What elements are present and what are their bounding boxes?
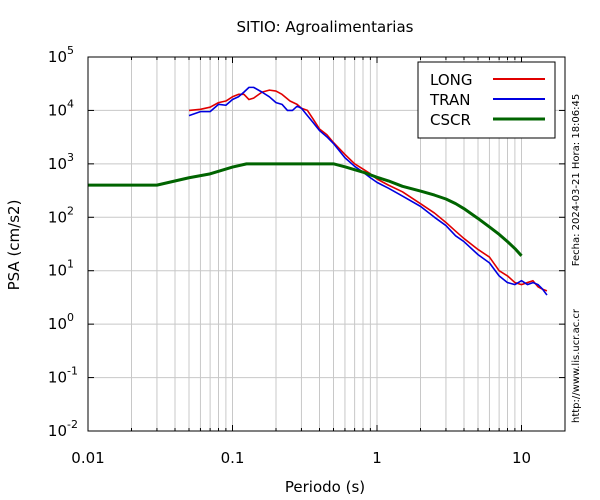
- y-tick-exponent: 1: [67, 258, 74, 271]
- series-line-cscr: [88, 162, 523, 257]
- y-axis-title: PSA (cm/s2): [5, 200, 23, 291]
- y-tick-exponent: -2: [67, 418, 78, 431]
- x-tick-label: 0.1: [221, 449, 245, 467]
- timestamp-label: Fecha: 2024-03-21 Hora: 18:06:45: [571, 94, 582, 267]
- y-tick-label: 10: [48, 155, 67, 173]
- y-tick-label: 10: [48, 262, 67, 280]
- series-line-long: [188, 89, 548, 292]
- y-tick-exponent: 3: [67, 151, 74, 164]
- y-tick-label: 10: [48, 208, 67, 226]
- url-label: http://www.lis.ucr.ac.cr: [571, 308, 582, 423]
- y-tick-label: 10: [48, 101, 67, 119]
- grid: [87, 56, 566, 432]
- y-tick-exponent: 2: [67, 204, 74, 217]
- y-tick-exponent: 0: [67, 311, 74, 324]
- ticks: [87, 56, 566, 432]
- legend-label-tran: TRAN: [429, 91, 470, 109]
- x-tick-label: 0.01: [71, 449, 104, 467]
- series-line-tran: [188, 86, 548, 296]
- legend-label-long: LONG: [430, 71, 472, 89]
- y-tick-label: 10: [48, 315, 67, 333]
- y-tick-label: 10: [48, 369, 67, 387]
- y-tick-exponent: 5: [67, 44, 74, 57]
- plot-frame: [87, 56, 566, 432]
- series-lines: [88, 86, 548, 296]
- chart-title: SITIO: Agroalimentarias: [237, 18, 414, 36]
- x-tick-label: 10: [512, 449, 531, 467]
- y-tick-label: 10: [48, 422, 67, 440]
- y-tick-label: 10: [48, 48, 67, 66]
- x-axis-title: Periodo (s): [285, 478, 365, 496]
- y-tick-exponent: 4: [67, 97, 74, 110]
- y-tick-exponent: -1: [67, 365, 78, 378]
- legend: LONG TRAN CSCR: [417, 61, 556, 139]
- x-tick-label: 1: [372, 449, 382, 467]
- legend-label-cscr: CSCR: [430, 111, 471, 129]
